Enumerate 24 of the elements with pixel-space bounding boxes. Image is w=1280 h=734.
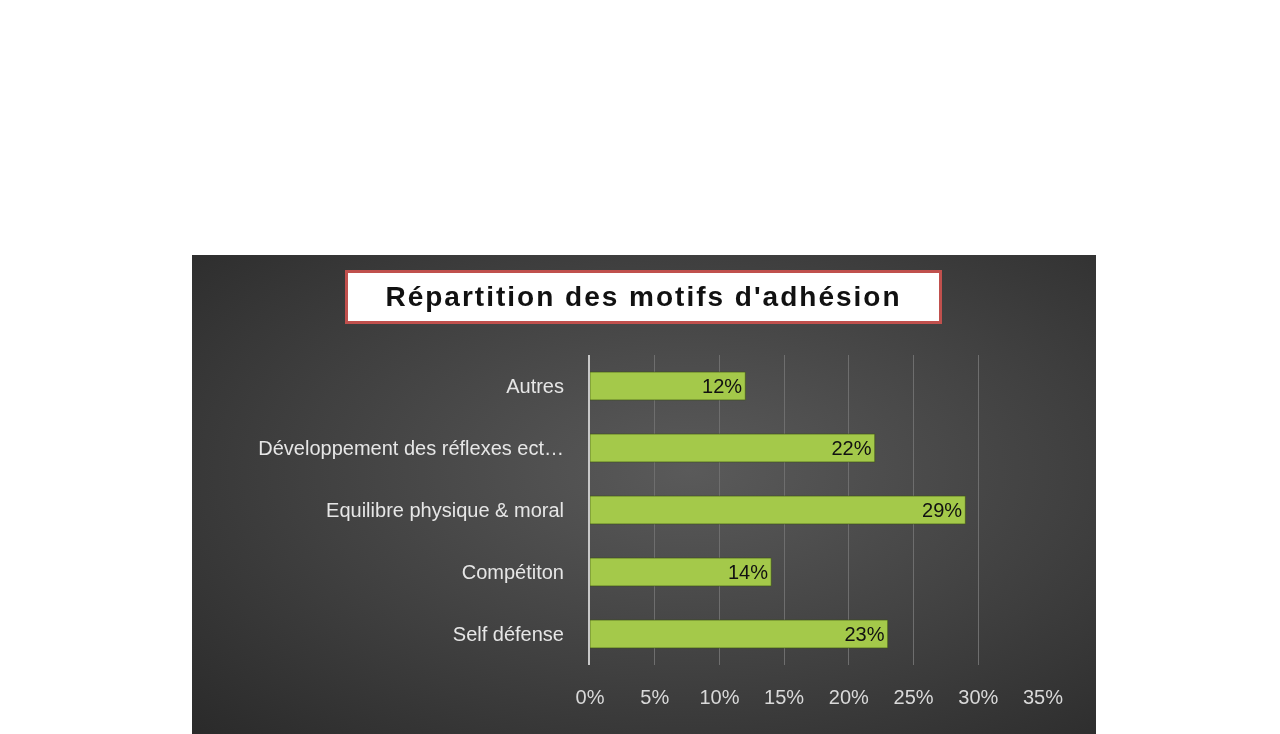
x-tick-label: 20% xyxy=(828,686,870,708)
y-tick-label: Equilibre physique & moral xyxy=(326,499,564,521)
data-label: 12% xyxy=(702,375,743,397)
data-label: 23% xyxy=(844,623,885,645)
data-label: 29% xyxy=(922,499,963,521)
y-tick-label: Développement des réflexes ect… xyxy=(258,437,564,459)
data-label: 14% xyxy=(727,561,769,583)
bar xyxy=(590,619,889,649)
x-tick-label: 0% xyxy=(575,686,605,708)
bar xyxy=(590,557,772,587)
x-tick-label: 30% xyxy=(958,686,999,708)
bar xyxy=(590,371,746,401)
x-tick-label: 15% xyxy=(764,686,805,708)
y-tick-label: Compétiton xyxy=(461,561,564,583)
data-label: 22% xyxy=(831,437,872,459)
y-tick-label: Autres xyxy=(506,375,564,397)
x-tick-label: 10% xyxy=(699,686,740,708)
x-tick-label: 25% xyxy=(893,686,934,708)
chart-title: Répartition des motifs d'adhésion xyxy=(345,270,942,324)
bar xyxy=(590,433,876,463)
bar xyxy=(590,495,966,525)
x-tick-label: 5% xyxy=(640,686,670,708)
y-tick-label: Self défense xyxy=(452,623,564,645)
x-tick-label: 35% xyxy=(1022,686,1064,708)
